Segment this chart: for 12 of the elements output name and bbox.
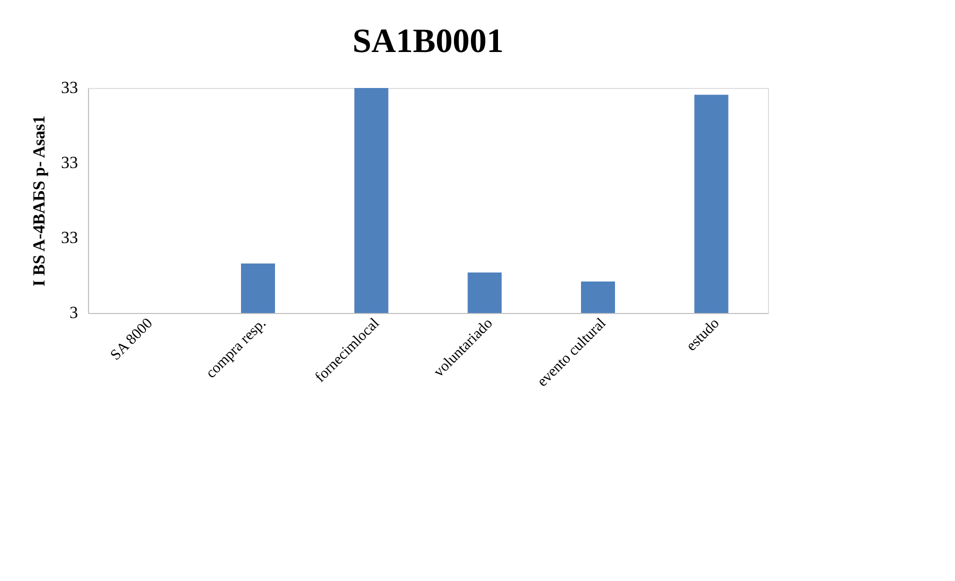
bar bbox=[468, 272, 502, 313]
bar bbox=[241, 264, 275, 313]
bar bbox=[354, 88, 388, 313]
text: 33 bbox=[61, 228, 78, 247]
bar bbox=[694, 94, 728, 313]
text: 3 bbox=[70, 303, 78, 322]
y-axis-title: I BS A-4BAБS p- Asas1 bbox=[30, 116, 48, 286]
bar bbox=[581, 282, 615, 313]
x-tick-label: SA 8000 bbox=[108, 316, 156, 364]
chart-title: SA1B0001 bbox=[352, 23, 504, 60]
text: 33 bbox=[61, 153, 78, 172]
text: 33 bbox=[61, 78, 78, 97]
